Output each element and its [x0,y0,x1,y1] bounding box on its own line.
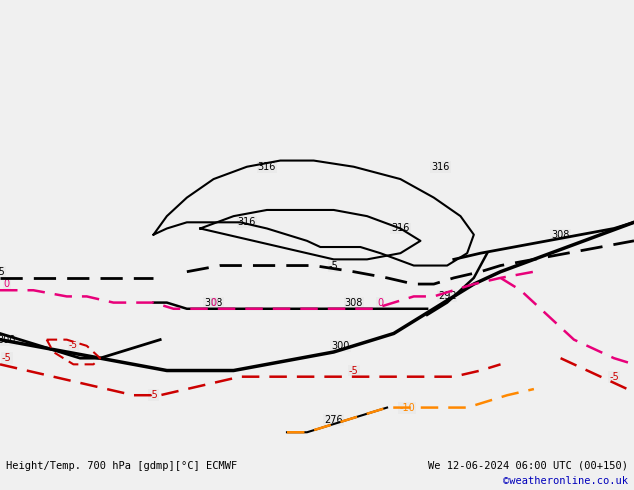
Text: 300: 300 [0,335,16,344]
Text: 0: 0 [377,297,384,308]
Text: -5: -5 [349,366,359,375]
Text: 0: 0 [4,279,10,289]
Text: 300: 300 [331,341,349,351]
Text: 292: 292 [438,292,456,301]
Text: We 12-06-2024 06:00 UTC (00+150): We 12-06-2024 06:00 UTC (00+150) [428,461,628,470]
Text: -5: -5 [609,372,619,382]
Text: ©weatheronline.co.uk: ©weatheronline.co.uk [503,476,628,486]
Text: 308: 308 [204,297,223,308]
Text: -5: -5 [2,353,11,363]
Text: -5: -5 [0,267,5,277]
Text: -10: -10 [399,403,415,413]
Text: -5: -5 [329,261,339,270]
Text: Height/Temp. 700 hPa [gdmp][°C] ECMWF: Height/Temp. 700 hPa [gdmp][°C] ECMWF [6,461,238,470]
Text: 316: 316 [238,217,256,227]
Text: 276: 276 [325,415,343,425]
Text: 0: 0 [210,297,217,308]
Text: -5: -5 [148,390,158,400]
Text: 316: 316 [391,223,410,234]
Text: 308: 308 [552,230,570,240]
Text: -5: -5 [69,342,78,350]
Text: 308: 308 [344,297,363,308]
Text: 316: 316 [258,162,276,172]
Text: 316: 316 [431,162,450,172]
